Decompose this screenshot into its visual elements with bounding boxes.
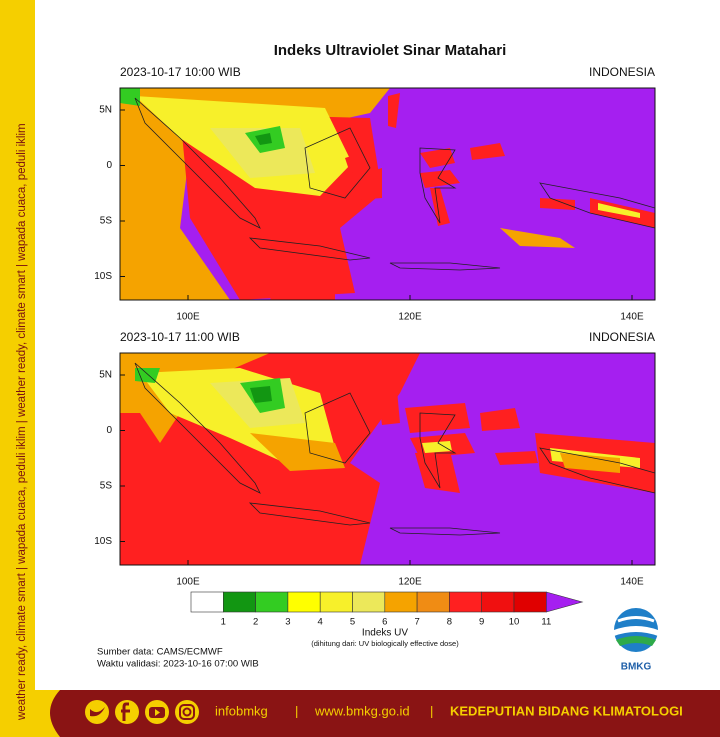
uv-region	[560, 453, 620, 473]
uv-region	[405, 403, 470, 433]
panel-datetime: 2023-10-17 11:00 WIB	[120, 330, 240, 344]
logo-text: BMKG	[621, 662, 652, 673]
uv-region	[350, 168, 382, 200]
footer-curve	[35, 690, 60, 737]
footer-bar	[35, 690, 720, 737]
uv-region	[388, 93, 400, 128]
map-frame	[119, 352, 656, 566]
side-banner: weather ready, climate smart | wapada cu…	[16, 123, 28, 721]
uv-region	[495, 451, 538, 465]
colorbar-tick-label: 8	[447, 617, 452, 628]
uv-region	[598, 203, 640, 218]
lat-label: 0	[106, 425, 112, 436]
coastline	[134, 97, 656, 271]
colorbar-tick-label: 11	[541, 617, 551, 628]
footer-handle: infobmkg	[215, 703, 268, 718]
colorbar-tick-label: 7	[414, 617, 419, 628]
colorbar-tick-label: 4	[318, 617, 323, 628]
colorbar-box	[352, 591, 386, 613]
footer-org: KEDEPUTIAN BIDANG KLIMATOLOGI	[450, 703, 683, 718]
uv-region	[375, 368, 400, 425]
uv-region	[210, 128, 315, 178]
side-strip	[0, 0, 35, 737]
footer-separator: |	[430, 703, 433, 718]
source-note: Sumber data: CAMS/ECMWF	[97, 647, 223, 658]
lat-label: 5S	[100, 481, 113, 492]
colorbar-box	[481, 591, 515, 613]
colorbar-box	[416, 591, 450, 613]
colorbar-box	[513, 591, 547, 613]
panel-datetime: 2023-10-17 10:00 WIB	[120, 65, 241, 79]
uv-region	[420, 148, 455, 168]
colorbar-arrow	[546, 591, 584, 613]
uv-region	[422, 441, 452, 453]
colorbar-note: (dihitung dari: UV biologically effectiv…	[311, 639, 459, 648]
lat-label: 5N	[99, 105, 112, 116]
panel-region: INDONESIA	[589, 65, 655, 79]
lat-label: 10S	[94, 271, 112, 282]
colorbar-box	[287, 591, 321, 613]
colorbar-tick-label: 2	[253, 617, 258, 628]
colorbar-box	[384, 591, 418, 613]
lon-label: 100E	[176, 577, 200, 588]
bmkg-logo	[614, 608, 658, 652]
lon-label: 120E	[398, 312, 422, 323]
uv-region	[250, 386, 272, 403]
footer-website: www.bmkg.go.id	[314, 703, 410, 718]
uv-region	[470, 143, 505, 160]
colorbar-tick-label: 10	[509, 617, 520, 628]
lon-label: 140E	[620, 577, 644, 588]
colorbar-tick-label: 1	[221, 617, 226, 628]
uv-region	[540, 198, 575, 210]
lat-label: 10S	[94, 536, 112, 547]
colorbar-label: Indeks UV	[362, 628, 408, 639]
uv-map	[119, 352, 656, 566]
coastline	[134, 362, 656, 536]
uv-region	[120, 88, 140, 106]
footer-separator: |	[295, 703, 298, 718]
lon-label: 120E	[398, 577, 422, 588]
lon-label: 140E	[620, 312, 644, 323]
lat-label: 5N	[99, 370, 112, 381]
uv-region	[345, 150, 372, 173]
map-frame	[119, 87, 656, 301]
colorbar-box	[190, 591, 224, 613]
colorbar-box	[449, 591, 482, 613]
uv-map	[119, 87, 656, 301]
uv-region	[480, 408, 520, 431]
lat-label: 0	[106, 160, 112, 171]
validity-note: Waktu validasi: 2023-10-16 07:00 WIB	[97, 659, 259, 670]
colorbar-box	[255, 591, 289, 613]
colorbar-box	[319, 591, 353, 613]
colorbar-tick-label: 5	[350, 617, 355, 628]
title: Indeks Ultraviolet Sinar Matahari	[274, 42, 507, 59]
lon-label: 100E	[176, 312, 200, 323]
social-icons	[85, 700, 199, 724]
colorbar-tick-label: 6	[382, 617, 387, 628]
panel-region: INDONESIA	[589, 330, 655, 344]
uv-region	[250, 433, 345, 471]
uv-region	[430, 188, 450, 226]
colorbar-box	[223, 591, 256, 613]
uv-region	[500, 228, 575, 248]
lat-label: 5S	[100, 216, 113, 227]
colorbar-tick-label: 3	[285, 617, 290, 628]
uv-region	[255, 133, 272, 145]
colorbar-tick-label: 9	[479, 617, 484, 628]
